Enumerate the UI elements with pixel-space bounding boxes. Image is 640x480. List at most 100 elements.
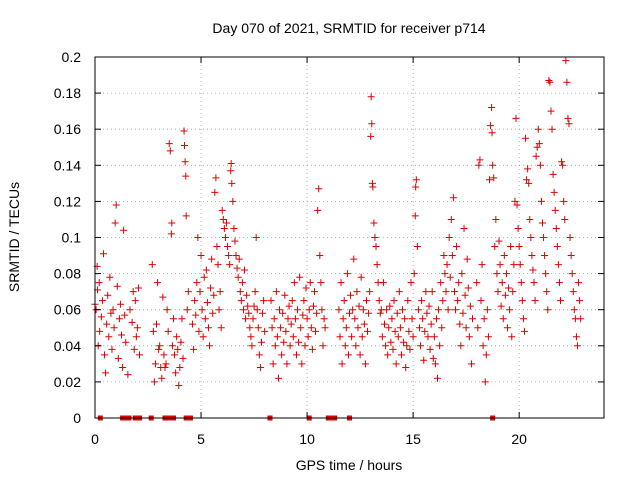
data-point (383, 306, 391, 314)
data-point (300, 297, 308, 305)
axis-ticks (94, 56, 604, 419)
data-point (396, 324, 404, 332)
data-point (288, 297, 296, 305)
data-point (430, 333, 438, 341)
data-point (557, 297, 565, 305)
data-point (103, 320, 111, 328)
data-point (550, 188, 558, 196)
data-point (474, 324, 482, 332)
data-point (357, 273, 365, 281)
data-point (376, 309, 384, 317)
data-point (344, 351, 352, 359)
data-point (410, 270, 418, 278)
data-point (533, 143, 541, 151)
data-point (356, 351, 364, 359)
x-axis-label: GPS time / hours (296, 457, 403, 473)
data-point (414, 306, 422, 314)
data-point (182, 172, 190, 180)
data-point (427, 320, 435, 328)
data-point (149, 327, 157, 335)
data-point (231, 237, 239, 245)
data-point (336, 333, 344, 341)
data-point (305, 306, 313, 314)
data-point (454, 297, 462, 305)
data-point (208, 255, 216, 263)
data-point (487, 122, 495, 130)
data-point (429, 354, 437, 362)
data-point (502, 270, 510, 278)
data-point (438, 324, 446, 332)
data-point (384, 351, 392, 359)
data-point (247, 333, 255, 341)
data-point (563, 78, 571, 86)
data-point (211, 188, 219, 196)
data-point (107, 309, 115, 317)
data-point (343, 270, 351, 278)
data-point (95, 279, 103, 287)
data-point (439, 297, 447, 305)
data-point (215, 306, 223, 314)
data-point (194, 234, 202, 241)
data-point (213, 243, 221, 251)
data-point (520, 327, 528, 335)
data-point (214, 261, 222, 269)
data-point (158, 374, 166, 382)
data-point (522, 134, 530, 142)
data-point (573, 342, 581, 350)
data-point (372, 243, 380, 251)
x-tick-label: 5 (197, 431, 205, 447)
data-point (359, 306, 367, 314)
data-point (166, 147, 174, 155)
data-point (365, 309, 373, 317)
data-point (161, 363, 169, 371)
data-point (380, 320, 388, 328)
data-point (175, 382, 183, 390)
chart-title: Day 070 of 2021, SRMTID for receiver p71… (212, 20, 485, 36)
data-point (367, 132, 375, 140)
data-point (406, 345, 414, 353)
data-point (515, 243, 523, 251)
data-point (478, 261, 486, 269)
data-point (312, 327, 320, 335)
data-point (298, 360, 306, 368)
data-point (465, 333, 473, 341)
data-point (234, 273, 242, 281)
data-point (484, 333, 492, 341)
data-point (216, 288, 224, 296)
data-point (494, 288, 502, 296)
data-point (167, 230, 175, 238)
data-point (311, 288, 319, 296)
data-point (190, 345, 198, 353)
data-point (245, 309, 253, 317)
data-point (462, 324, 470, 332)
data-point (432, 315, 440, 323)
data-point (461, 291, 469, 299)
data-point (295, 338, 303, 346)
data-point (112, 201, 120, 209)
data-point (355, 302, 363, 310)
data-point (530, 279, 538, 287)
data-point (378, 333, 386, 341)
data-point (226, 261, 234, 269)
data-point (358, 333, 366, 341)
data-point (389, 345, 397, 353)
data-point (289, 333, 297, 341)
data-point (492, 215, 500, 223)
data-point (480, 315, 488, 323)
data-point (527, 234, 535, 241)
data-point (120, 226, 128, 234)
data-point (483, 306, 491, 314)
data-point (510, 261, 518, 269)
data-point (537, 197, 545, 205)
data-point (268, 324, 276, 332)
data-point (408, 315, 416, 323)
data-point (227, 167, 235, 175)
data-point (364, 327, 372, 335)
data-point (367, 93, 375, 101)
data-point (228, 179, 236, 187)
data-point (199, 333, 207, 341)
data-point (203, 298, 211, 306)
data-point (339, 315, 347, 323)
data-point (436, 342, 444, 350)
data-point (399, 306, 407, 314)
